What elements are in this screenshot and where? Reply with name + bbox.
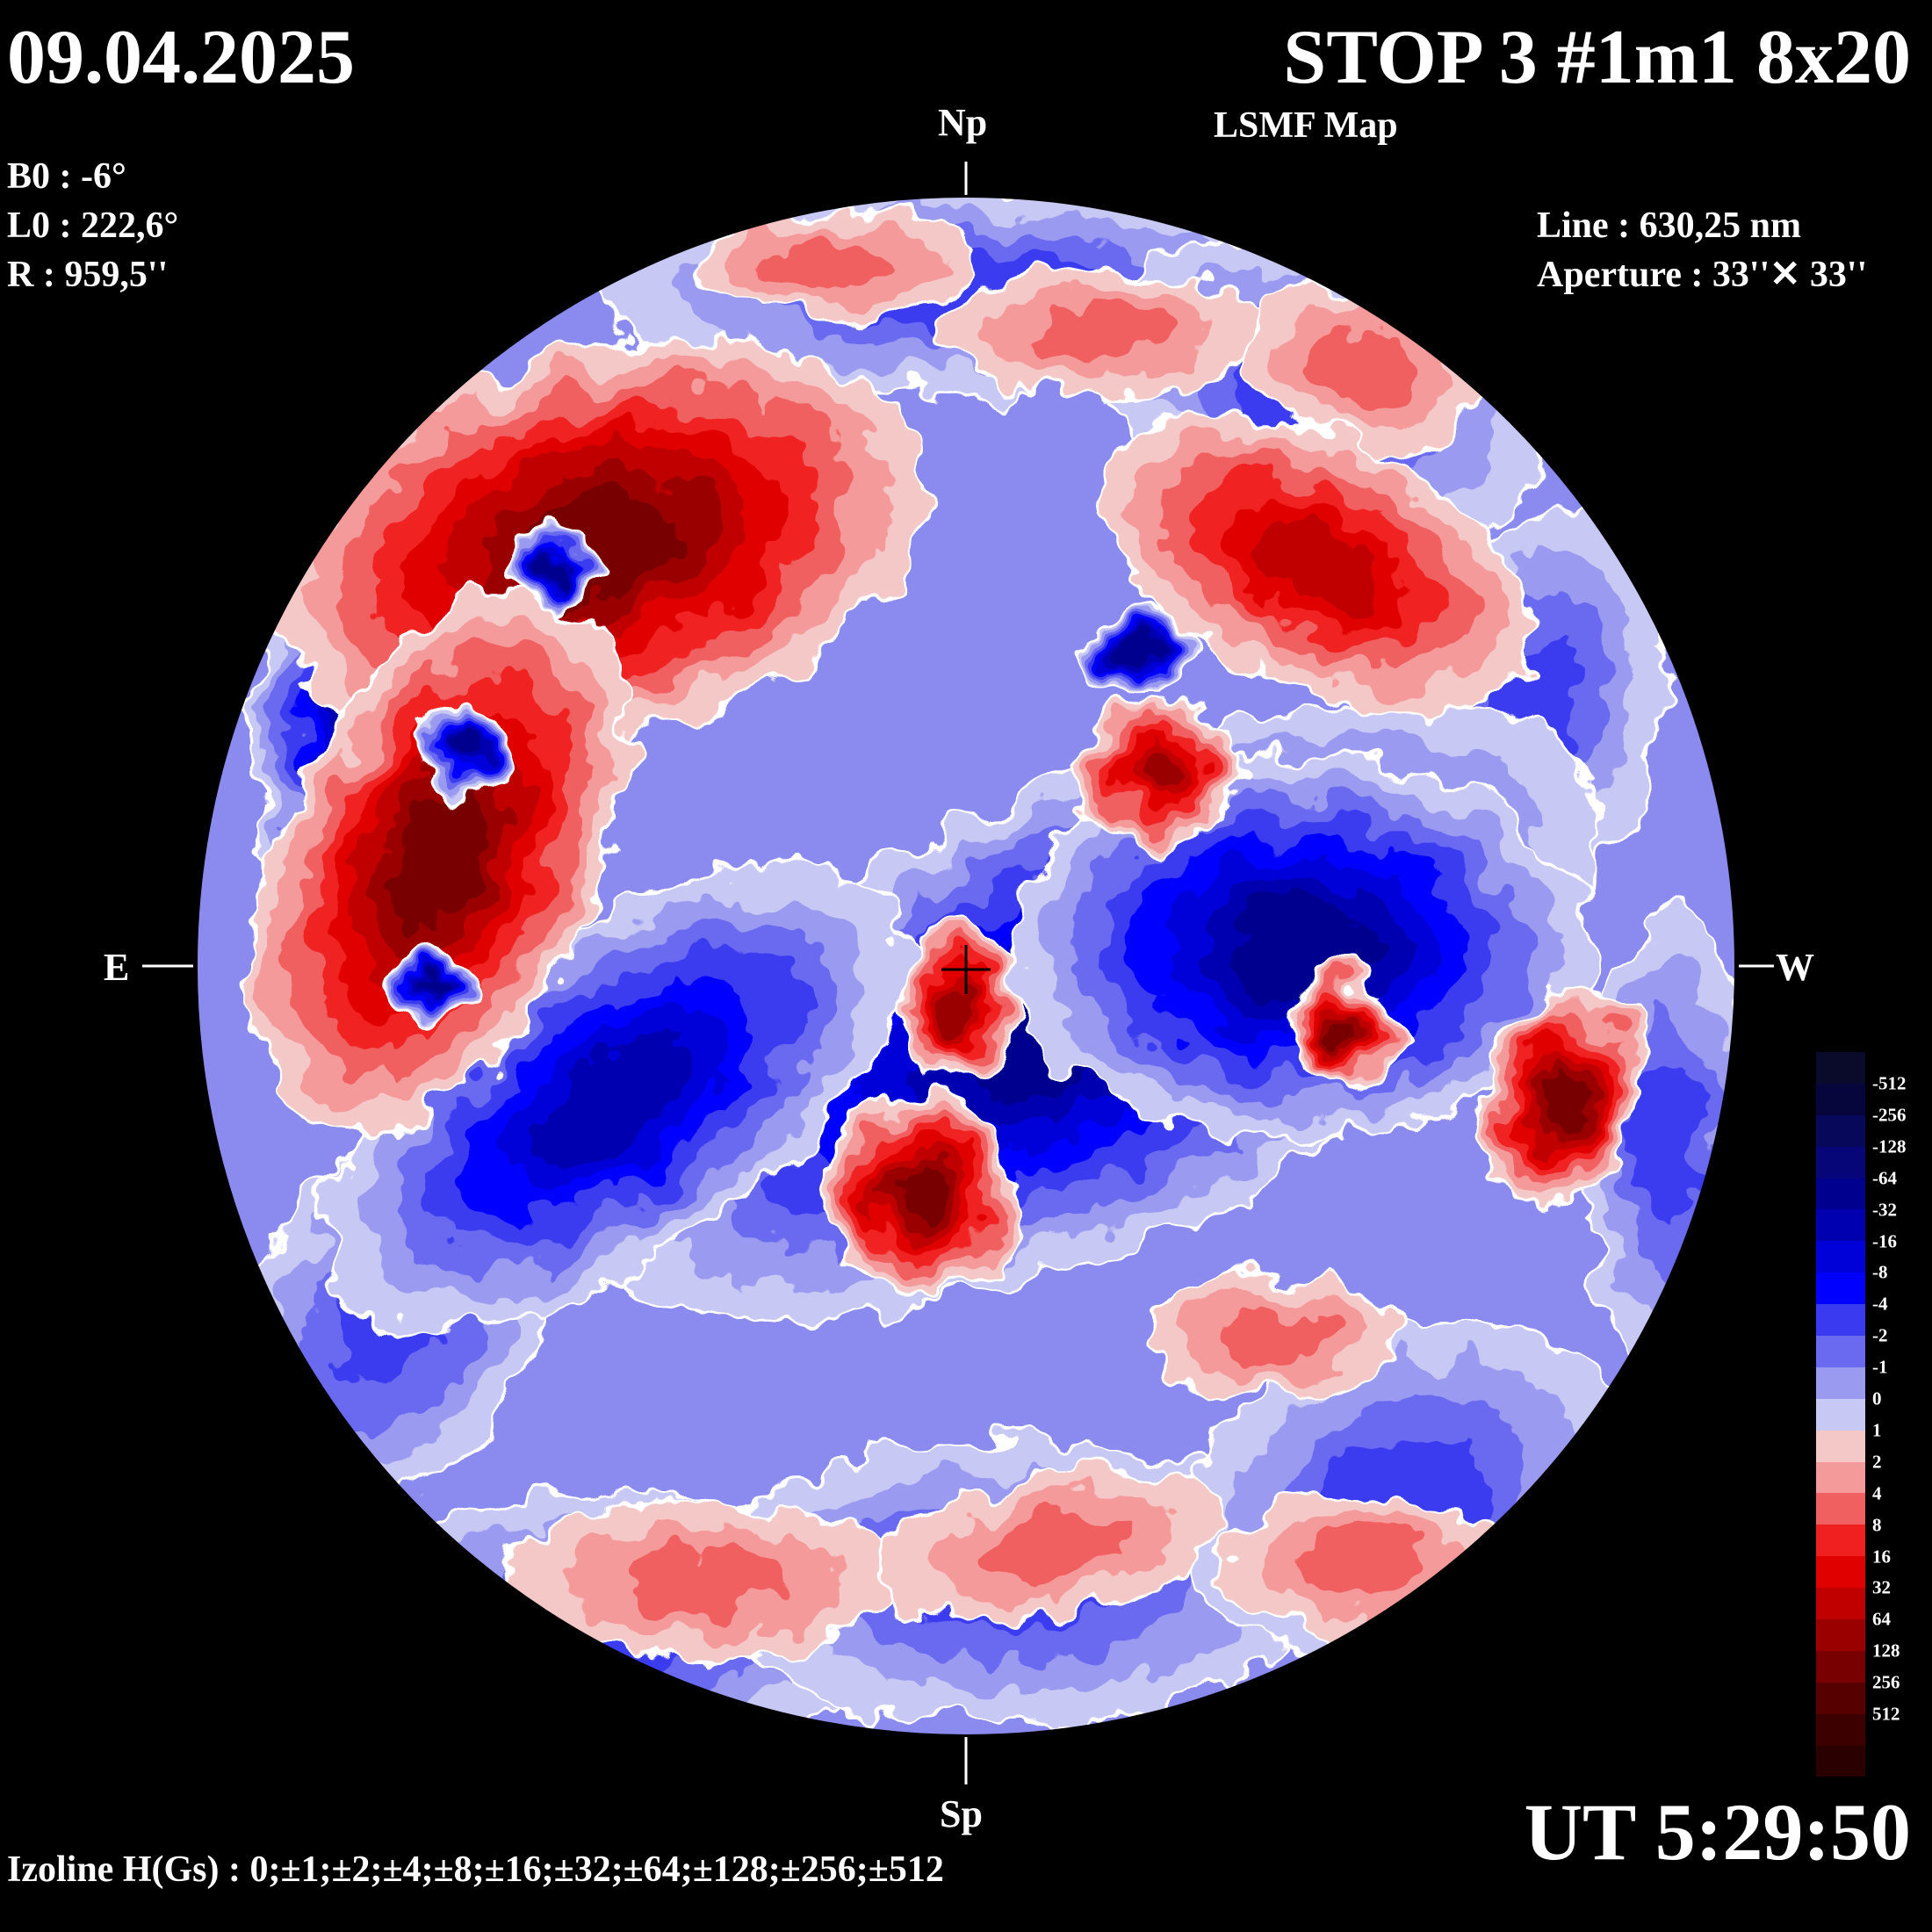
- color-scale-label: 128: [1872, 1640, 1900, 1662]
- color-scale-label: 16: [1872, 1546, 1891, 1567]
- color-scale-cell: [1816, 1525, 1865, 1557]
- positive-field-region: [941, 979, 974, 1023]
- positive-field-region: [1330, 1012, 1358, 1043]
- color-scale-label: -64: [1872, 1167, 1897, 1189]
- color-scale-cell: [1816, 1493, 1865, 1525]
- color-scale-cell: [1816, 1178, 1865, 1210]
- l0-value: L0 : 222,6°: [7, 205, 179, 246]
- positive-field-region: [1309, 331, 1413, 407]
- color-scale-cell: [1816, 1745, 1865, 1777]
- color-scale-label: 32: [1872, 1576, 1891, 1598]
- color-scale-cell: [1816, 1398, 1865, 1431]
- color-scale-label: 1: [1872, 1419, 1882, 1441]
- color-scale-label: 4: [1872, 1482, 1882, 1504]
- color-scale-cell: [1816, 1619, 1865, 1651]
- color-scale-cell: [1816, 1241, 1865, 1273]
- color-scale-cell: [1816, 1588, 1865, 1620]
- color-scale-cell: [1816, 1650, 1865, 1683]
- color-scale-label: -2: [1872, 1324, 1888, 1346]
- radius-value: R : 959,5'': [7, 255, 169, 295]
- positive-field-region: [773, 241, 896, 286]
- negative-field-region: [1636, 1058, 1701, 1225]
- color-scale-label: 64: [1872, 1608, 1891, 1630]
- color-scale-cell: [1816, 1713, 1865, 1746]
- color-scale-label: 0: [1872, 1388, 1882, 1409]
- color-scale-cell: [1816, 1209, 1865, 1242]
- east-label: E: [104, 946, 130, 989]
- positive-field-region: [978, 1512, 1129, 1579]
- color-scale-label: -16: [1872, 1230, 1897, 1251]
- color-scale-bar: [1816, 1052, 1865, 1777]
- positive-field-region: [1542, 1069, 1584, 1127]
- observation-date: 09.04.2025: [7, 15, 355, 100]
- color-scale-cell: [1816, 1114, 1865, 1147]
- spectral-line: Line : 630,25 nm: [1537, 205, 1802, 246]
- color-scale-label: -512: [1872, 1072, 1907, 1094]
- disk-limb: [196, 196, 1736, 1736]
- positive-field-region: [1216, 1308, 1330, 1362]
- map-title: STOP 3 #1m1 8x20: [1283, 15, 1911, 100]
- map-subtitle: LSMF Map: [1214, 105, 1398, 146]
- center-crosshair-icon: [941, 945, 991, 994]
- color-scale-label: -32: [1872, 1199, 1897, 1221]
- positive-field-region: [1029, 306, 1166, 361]
- color-scale-cell: [1816, 1052, 1865, 1084]
- north-pole-label: Np: [938, 101, 988, 144]
- color-scale-cell: [1816, 1146, 1865, 1179]
- positive-field-region: [618, 1546, 787, 1615]
- color-scale-label: -8: [1872, 1261, 1888, 1283]
- izoline-legend: Izoline H(Gs) : 0;±1;±2;±4;±8;±16;±32;±6…: [7, 1849, 944, 1890]
- positive-field-region: [897, 1167, 948, 1222]
- color-scale-cell: [1816, 1366, 1865, 1399]
- color-scale-cell: [1816, 1304, 1865, 1337]
- color-scale-label: 512: [1872, 1703, 1900, 1725]
- color-scale-label: 256: [1872, 1671, 1900, 1693]
- color-scale-label: -4: [1872, 1293, 1888, 1315]
- color-scale-label: -256: [1872, 1104, 1907, 1126]
- negative-field-region: [1128, 638, 1156, 661]
- aperture: Aperture : 33''✕ 33'': [1537, 255, 1868, 295]
- positive-field-region: [1137, 753, 1181, 792]
- negative-field-region: [536, 1034, 694, 1161]
- b0-value: B0 : -6°: [7, 156, 126, 197]
- positive-field-region: [1300, 1532, 1423, 1594]
- positive-field-region: [1255, 519, 1380, 605]
- color-scale-cell: [1816, 1083, 1865, 1115]
- color-scale-cell: [1816, 1430, 1865, 1462]
- color-scale-label: 8: [1872, 1514, 1882, 1536]
- color-scale-label: -128: [1872, 1135, 1907, 1157]
- color-scale-label: -1: [1872, 1356, 1888, 1378]
- negative-field-region: [542, 552, 565, 572]
- negative-field-region: [419, 974, 442, 993]
- color-scale-label: 2: [1872, 1451, 1882, 1473]
- color-scale-cell: [1816, 1682, 1865, 1714]
- negative-field-region: [454, 732, 477, 761]
- south-pole-label: Sp: [940, 1792, 983, 1835]
- positive-field-region: [391, 790, 487, 931]
- color-scale-cell: [1816, 1336, 1865, 1367]
- color-scale-cell: [1816, 1272, 1865, 1305]
- west-label: W: [1776, 946, 1814, 989]
- color-scale-cell: [1816, 1461, 1865, 1494]
- universal-time: UT 5:29:50: [1524, 1787, 1911, 1877]
- color-scale-cell: [1816, 1556, 1865, 1589]
